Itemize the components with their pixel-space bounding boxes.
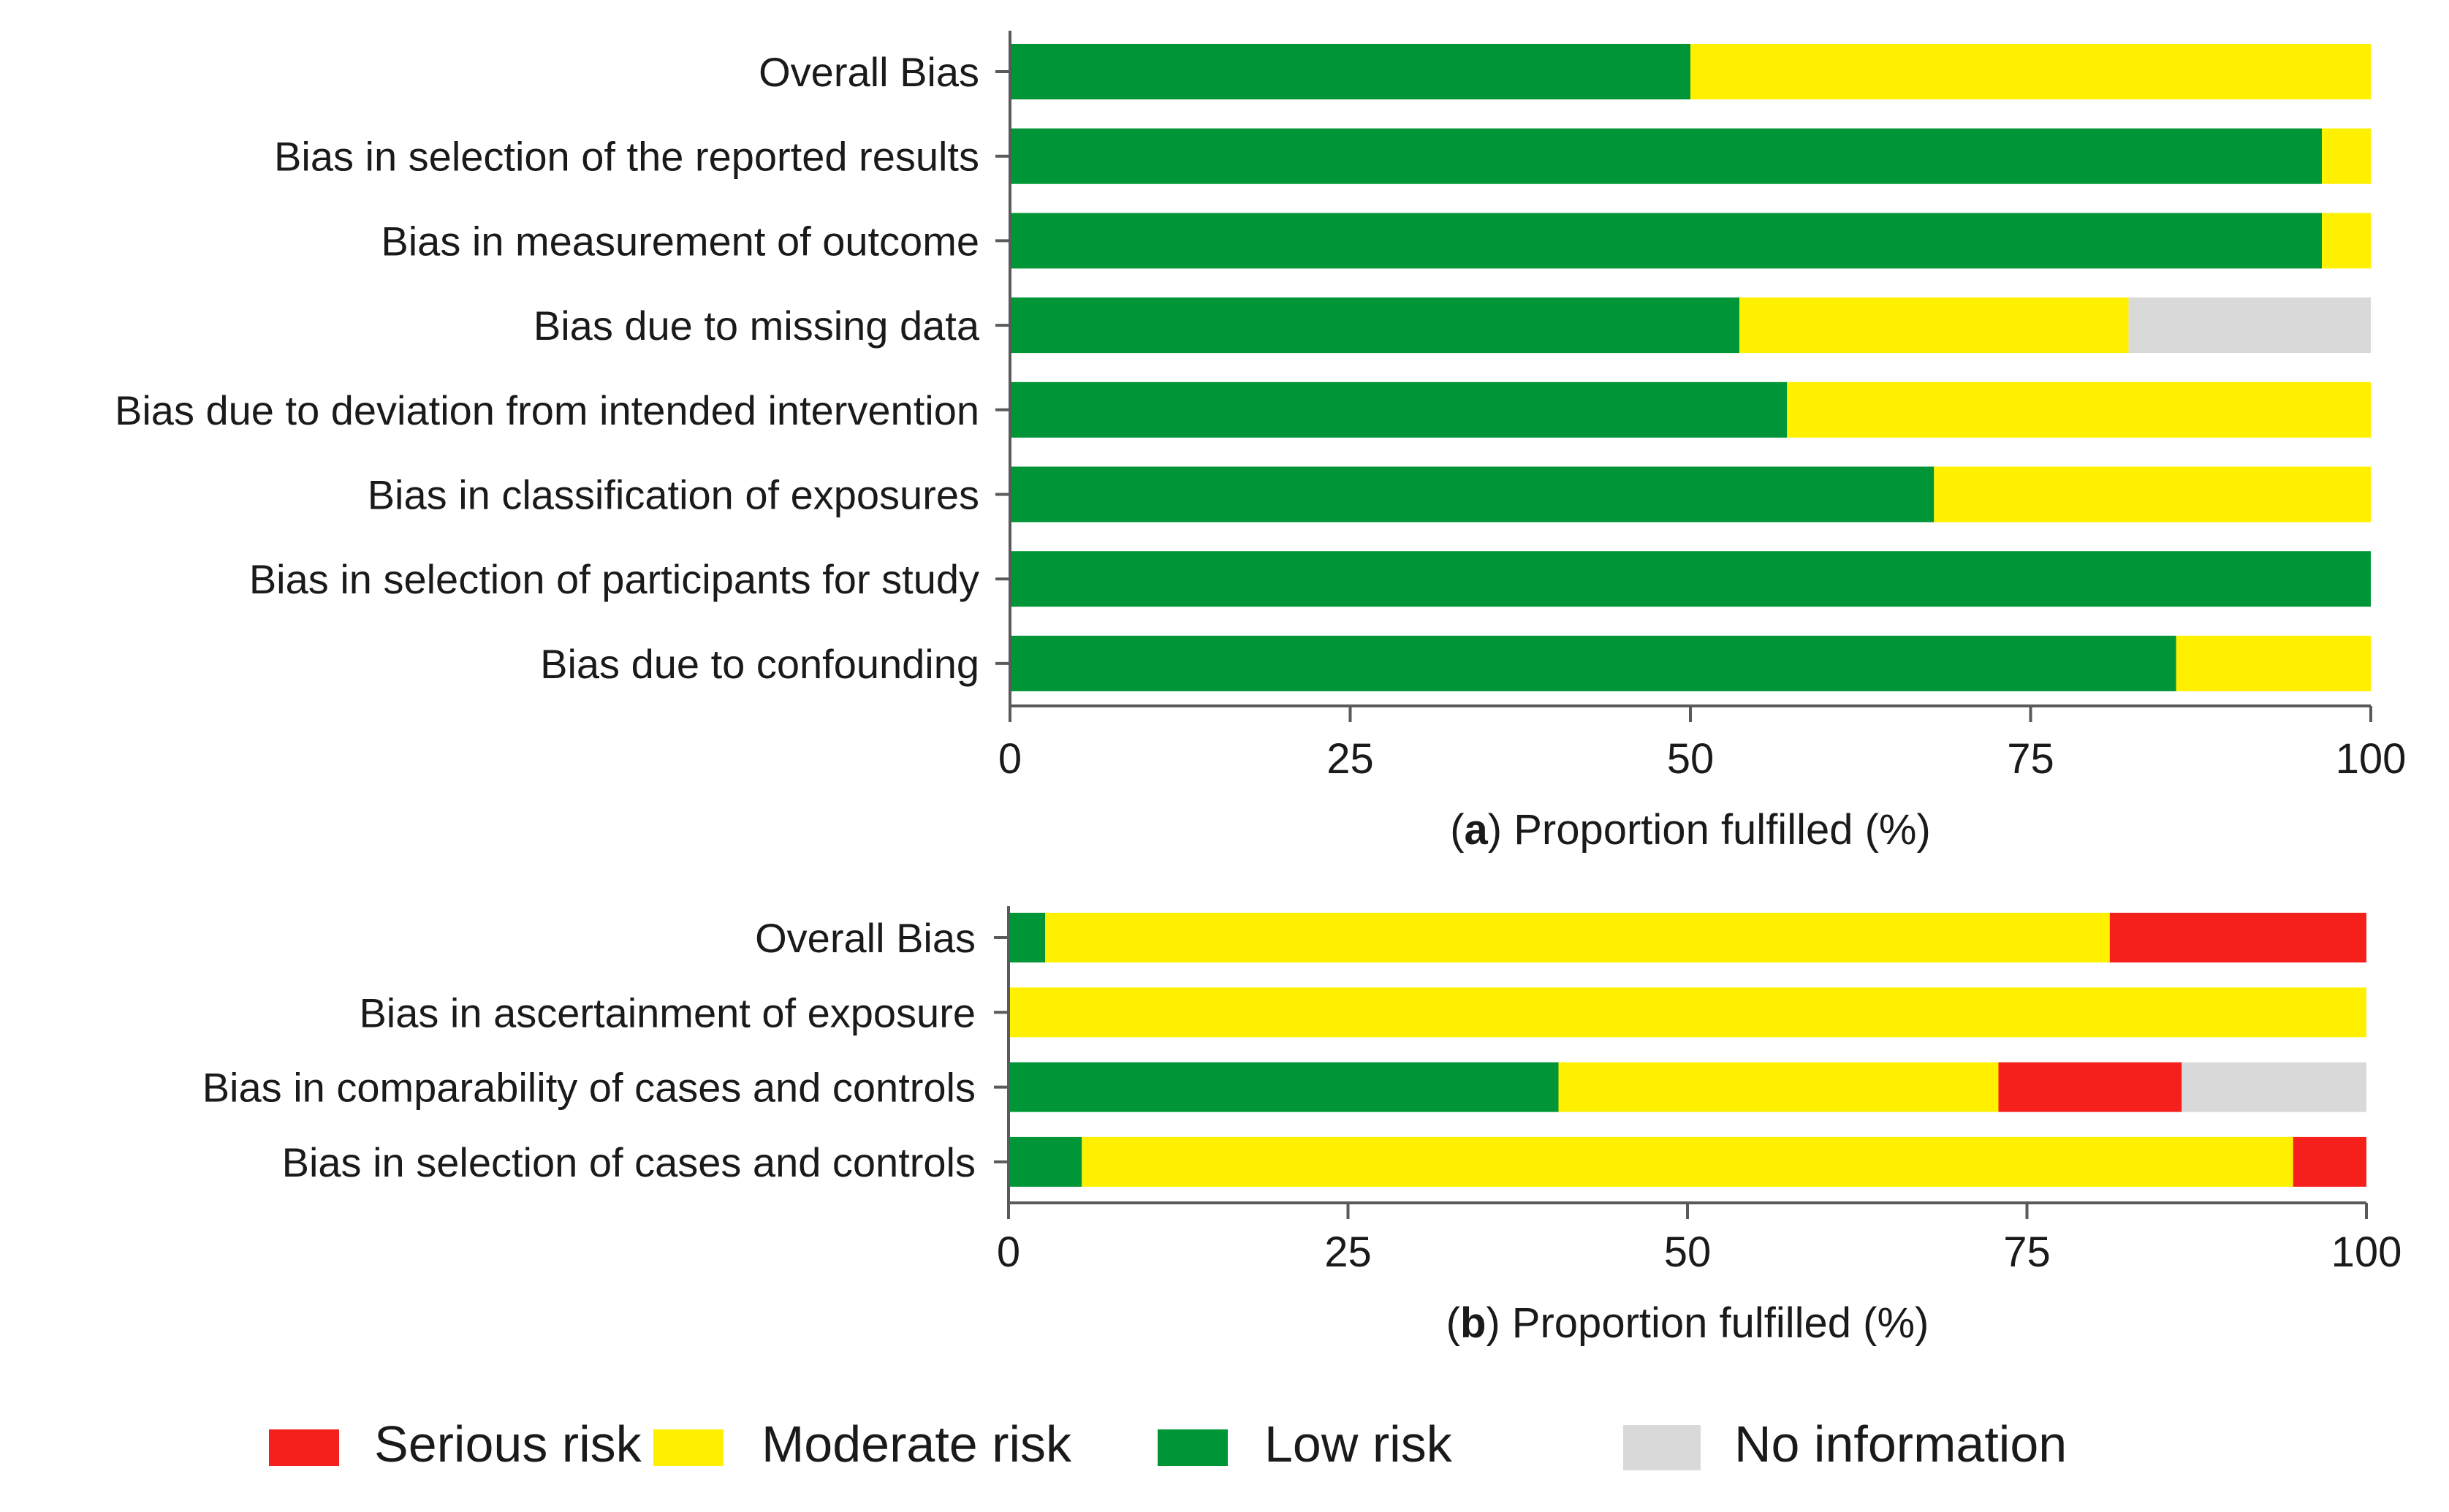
- legend-swatch-low: [1158, 1429, 1228, 1466]
- x-tick-label-b-4: 100: [2331, 1228, 2402, 1276]
- x-tick-label-a-2: 50: [1667, 735, 1715, 783]
- bar-b-0-low: [1009, 913, 1046, 962]
- category-label-b-0: Overall Bias: [755, 915, 976, 961]
- x-tick-label-b-0: 0: [997, 1228, 1020, 1276]
- panel-b-chart: Overall Bias Bias in ascertainment of exp…: [202, 906, 2402, 1347]
- bar-b-1-moderate: [1009, 987, 2366, 1038]
- bar-b-0-moderate: [1045, 913, 2110, 962]
- category-label-b-3: Bias in selection of cases and controls: [282, 1139, 976, 1185]
- category-label-b-1: Bias in ascertainment of exposure: [359, 989, 976, 1036]
- bar-a-4-low: [1010, 381, 1788, 438]
- bar-a-1-low: [1010, 128, 2322, 184]
- bar-a-0-low: [1010, 44, 1690, 99]
- legend-swatch-serious: [269, 1429, 339, 1466]
- legend-label-serious: Serious risk: [374, 1416, 642, 1473]
- category-label-a-4: Bias due to deviation from intended inte…: [115, 387, 979, 433]
- legend-label-noinfo: No information: [1734, 1416, 2067, 1473]
- category-label-a-3: Bias due to missing data: [534, 303, 980, 349]
- x-tick-label-b-2: 50: [1664, 1228, 1712, 1276]
- bar-b-3-serious: [2293, 1136, 2366, 1187]
- legend: Serious risk Moderate risk Low risk No i…: [269, 1416, 2067, 1473]
- bar-b-3-moderate: [1082, 1136, 2293, 1187]
- bar-a-7-low: [1010, 635, 2176, 691]
- bar-a-3-low: [1010, 297, 1739, 354]
- bar-a-0-moderate: [1690, 44, 2371, 99]
- x-tick-label-a-4: 100: [2336, 735, 2407, 783]
- bar-a-3-moderate: [1739, 297, 2129, 354]
- category-label-a-1: Bias in selection of the reported result…: [274, 134, 979, 180]
- bar-a-5-low: [1010, 466, 1934, 523]
- bar-b-3-low: [1009, 1136, 1082, 1187]
- x-tick-label-b-1: 25: [1324, 1228, 1372, 1276]
- category-label-a-5: Bias in classification of exposures: [368, 472, 979, 518]
- legend-swatch-moderate: [653, 1429, 724, 1466]
- legend-swatch-noinfo: [1623, 1425, 1701, 1470]
- category-label-a-6: Bias in selection of participants for st…: [249, 556, 979, 602]
- bar-a-3-noinfo: [2128, 297, 2371, 354]
- bar-b-2-moderate: [1558, 1062, 1999, 1112]
- bar-a-2-low: [1010, 213, 2322, 269]
- x-tick-label-b-3: 75: [2003, 1228, 2051, 1276]
- legend-label-low: Low risk: [1264, 1416, 1453, 1473]
- category-label-a-7: Bias due to confounding: [540, 641, 979, 687]
- panel-a-chart: Overall Bias Bias in selection of the rep…: [115, 31, 2406, 854]
- bar-a-4-moderate: [1787, 381, 2371, 438]
- legend-label-moderate: Moderate risk: [762, 1416, 1072, 1473]
- bar-a-1-moderate: [2322, 128, 2371, 184]
- bar-b-2-noinfo: [2182, 1062, 2366, 1112]
- x-axis-title-a: (a) Proportion fulfilled (%): [1450, 806, 1931, 854]
- category-label-a-0: Overall Bias: [759, 49, 979, 95]
- bar-b-2-serious: [1998, 1062, 2182, 1112]
- category-label-a-2: Bias in measurement of outcome: [381, 218, 979, 264]
- bar-b-0-serious: [2109, 913, 2366, 962]
- bar-b-2-low: [1009, 1062, 1559, 1112]
- bar-a-5-moderate: [1934, 466, 2371, 523]
- bar-a-2-moderate: [2322, 213, 2371, 269]
- x-tick-label-a-3: 75: [2007, 735, 2054, 783]
- bar-a-7-moderate: [2176, 635, 2371, 691]
- x-axis-title-b: (b) Proportion fulfilled (%): [1446, 1299, 1929, 1347]
- category-label-b-2: Bias in comparability of cases and contr…: [202, 1065, 976, 1111]
- x-tick-label-a-1: 25: [1326, 735, 1374, 783]
- x-tick-label-a-0: 0: [998, 735, 1022, 783]
- bar-a-6-low: [1010, 551, 2371, 607]
